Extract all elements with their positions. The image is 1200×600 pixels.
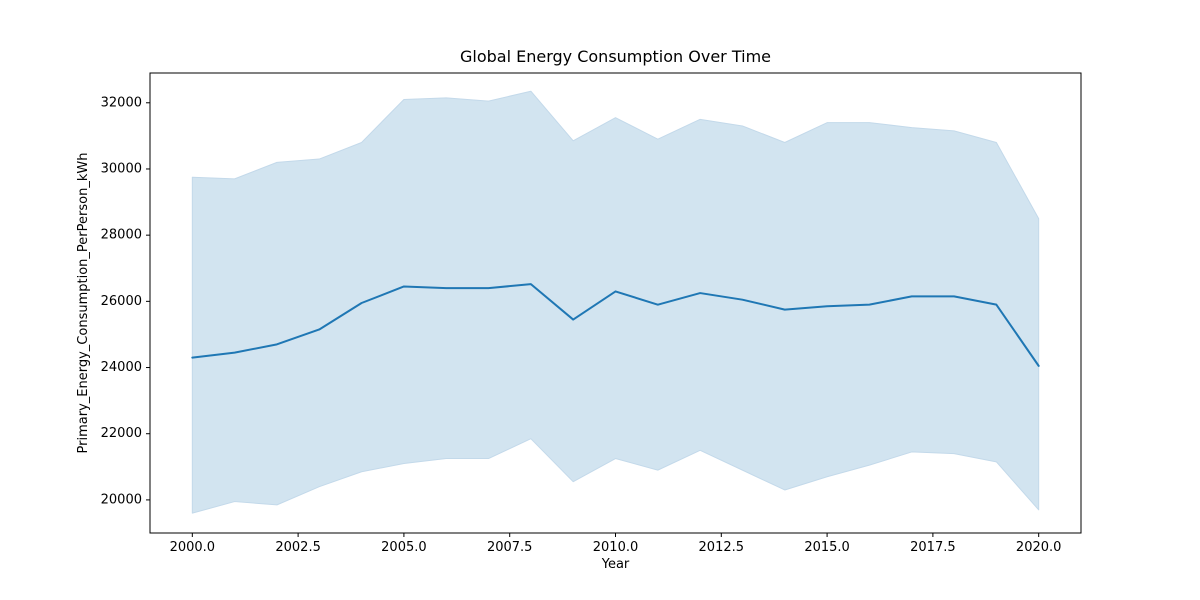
x-tick-label: 2010.0 — [593, 540, 639, 555]
x-tick-label: 2017.5 — [910, 540, 956, 555]
x-tick-label: 2007.5 — [487, 540, 533, 555]
x-tick-label: 2015.0 — [804, 540, 850, 555]
x-tick-label: 2020.0 — [1016, 540, 1062, 555]
chart-title: Global Energy Consumption Over Time — [459, 47, 771, 66]
y-tick-label: 20000 — [101, 492, 142, 507]
x-tick-label: 2002.5 — [275, 540, 321, 555]
x-axis-label: Year — [601, 557, 630, 572]
y-tick-label: 24000 — [101, 360, 142, 375]
x-tick-label: 2000.0 — [170, 540, 216, 555]
y-tick-label: 32000 — [101, 95, 142, 110]
y-tick-label: 30000 — [101, 161, 142, 176]
confidence-band — [191, 90, 1040, 514]
y-tick-label: 22000 — [101, 426, 142, 441]
y-tick-label: 26000 — [101, 294, 142, 309]
y-tick-label: 28000 — [101, 228, 142, 243]
mean-line — [191, 283, 1040, 367]
y-axis-label: Primary_Energy_Consumption_PerPerson_kWh — [76, 152, 91, 454]
x-tick-label: 2005.0 — [381, 540, 427, 555]
x-tick-label: 2012.5 — [699, 540, 745, 555]
